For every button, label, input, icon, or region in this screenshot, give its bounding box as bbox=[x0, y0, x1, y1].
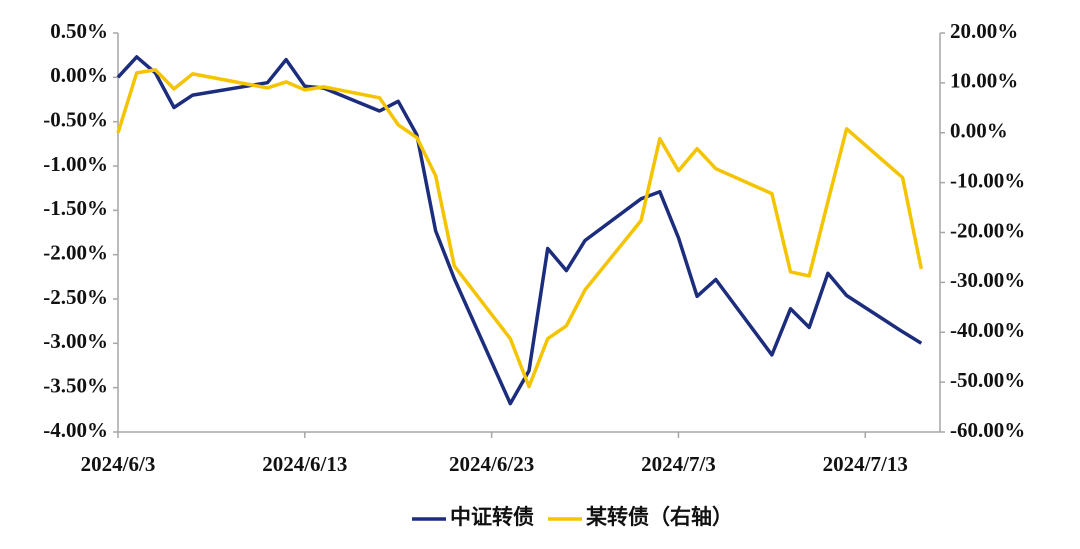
x-tick-label: 2024/6/3 bbox=[81, 452, 156, 476]
y2-tick-label: -30.00% bbox=[950, 268, 1025, 292]
y2-tick-label: -40.00% bbox=[950, 318, 1025, 342]
x-tick-label: 2024/7/3 bbox=[641, 452, 716, 476]
x-tick-label: 2024/7/13 bbox=[823, 452, 908, 476]
y-tick-label: -2.50% bbox=[43, 285, 108, 309]
y2-tick-label: -20.00% bbox=[950, 218, 1025, 242]
x-tick-label: 2024/6/13 bbox=[262, 452, 347, 476]
y-tick-label: -1.50% bbox=[43, 196, 108, 220]
series-line bbox=[116, 68, 924, 389]
y-tick-label: 0.50% bbox=[50, 19, 108, 43]
y-tick-label: -0.50% bbox=[43, 107, 108, 131]
y-tick-label: -2.00% bbox=[43, 240, 108, 264]
y-tick-label: -3.00% bbox=[43, 329, 108, 353]
y2-tick-label: -50.00% bbox=[950, 368, 1025, 392]
legend-label: 某转债（右轴） bbox=[586, 505, 733, 529]
y2-tick-label: 20.00% bbox=[950, 19, 1018, 43]
y2-tick-label: -60.00% bbox=[950, 418, 1025, 442]
y2-tick-label: -10.00% bbox=[950, 168, 1025, 192]
y-tick-label: -3.50% bbox=[43, 373, 108, 397]
x-tick-label: 2024/6/23 bbox=[449, 452, 534, 476]
y-tick-label: -4.00% bbox=[43, 418, 108, 442]
y2-tick-label: 10.00% bbox=[950, 69, 1018, 93]
series-line bbox=[116, 55, 923, 406]
y-tick-label: -1.00% bbox=[43, 152, 108, 176]
legend-label: 中证转债 bbox=[450, 505, 534, 529]
y2-tick-label: 0.00% bbox=[950, 119, 1008, 143]
y-tick-label: 0.00% bbox=[50, 63, 108, 87]
